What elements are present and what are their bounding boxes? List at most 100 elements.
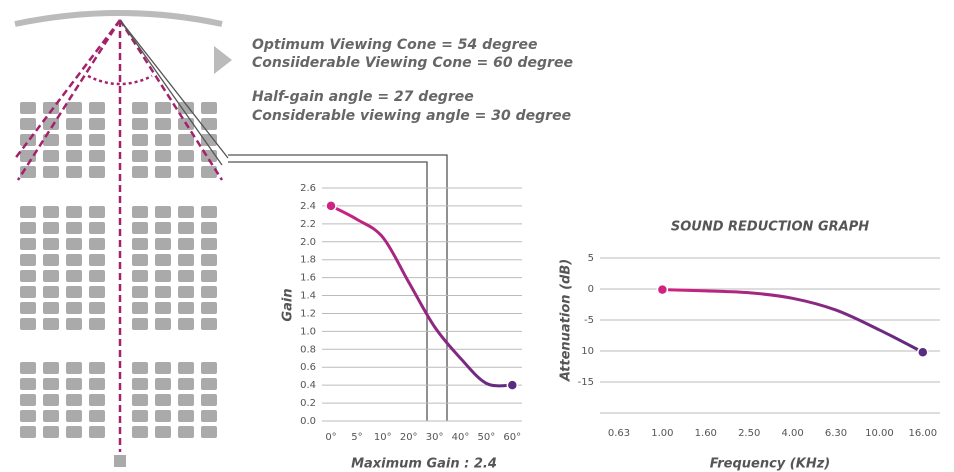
- seat: [155, 362, 171, 374]
- seat: [132, 410, 148, 422]
- series-line: [662, 288, 924, 354]
- seat: [201, 318, 217, 330]
- seat: [155, 394, 171, 406]
- seat: [20, 206, 36, 218]
- x-tick-label: 20°: [400, 432, 418, 443]
- point-marker: [656, 283, 669, 296]
- x-axis-label: Frequency (KHz): [710, 457, 830, 472]
- seat: [155, 118, 171, 130]
- seat: [155, 150, 171, 162]
- seat: [178, 270, 194, 282]
- x-tick-label: 6.30: [825, 428, 847, 439]
- y-axis-label: Attenuation (dB): [559, 259, 574, 382]
- seat: [178, 206, 194, 218]
- x-tick-label: 5°: [351, 432, 362, 443]
- seat: [201, 302, 217, 314]
- seat: [201, 270, 217, 282]
- seat: [132, 150, 148, 162]
- x-tick-label: 40°: [452, 432, 470, 443]
- seat: [66, 318, 82, 330]
- y-tick-label: 0: [588, 284, 594, 295]
- seat: [43, 302, 59, 314]
- chart-title: SOUND REDUCTION GRAPH: [671, 220, 869, 235]
- seat: [178, 150, 194, 162]
- seat: [66, 302, 82, 314]
- x-tick-label: 4.00: [781, 428, 803, 439]
- seat: [178, 134, 194, 146]
- seat: [201, 206, 217, 218]
- projector: [114, 455, 126, 467]
- seat: [43, 150, 59, 162]
- seat: [89, 286, 105, 298]
- seat: [132, 238, 148, 250]
- x-tick-label: 10.00: [865, 428, 894, 439]
- x-tick-label: 1.60: [695, 428, 717, 439]
- seat: [132, 102, 148, 114]
- seat: [89, 134, 105, 146]
- seat: [20, 102, 36, 114]
- seat: [20, 270, 36, 282]
- seat: [178, 286, 194, 298]
- y-tick-label: 1.2: [300, 308, 316, 319]
- seat: [66, 102, 82, 114]
- y-tick-label: 2.0: [300, 237, 316, 248]
- seat: [155, 302, 171, 314]
- seat: [89, 238, 105, 250]
- seat: [20, 318, 36, 330]
- seat: [178, 254, 194, 266]
- seat: [201, 286, 217, 298]
- seat: [89, 270, 105, 282]
- seat: [89, 166, 105, 178]
- seat: [178, 410, 194, 422]
- seat: [43, 410, 59, 422]
- seat: [155, 378, 171, 390]
- seat: [43, 378, 59, 390]
- seat: [20, 378, 36, 390]
- x-tick-label: 60°: [503, 432, 521, 443]
- seat: [132, 302, 148, 314]
- y-tick-label: 5: [588, 253, 594, 264]
- pointer: [214, 46, 232, 74]
- seat: [89, 394, 105, 406]
- seat: [155, 426, 171, 438]
- y-tick-label: 0.8: [300, 344, 316, 355]
- seat: [201, 134, 217, 146]
- seat: [89, 222, 105, 234]
- seat: [43, 286, 59, 298]
- seat: [155, 270, 171, 282]
- seat: [66, 286, 82, 298]
- seat: [155, 102, 171, 114]
- seat: [132, 426, 148, 438]
- series-line: [330, 204, 513, 388]
- seat: [20, 238, 36, 250]
- seat: [89, 318, 105, 330]
- seat: [20, 254, 36, 266]
- seat: [66, 270, 82, 282]
- seat: [89, 254, 105, 266]
- seat: [43, 394, 59, 406]
- seat: [43, 426, 59, 438]
- y-tick-label: 0.4: [300, 380, 316, 391]
- y-tick-label: 0.0: [300, 416, 316, 427]
- seat: [66, 222, 82, 234]
- seat: [89, 118, 105, 130]
- seat: [155, 166, 171, 178]
- seat: [66, 238, 82, 250]
- seat: [178, 394, 194, 406]
- seat: [66, 378, 82, 390]
- seat: [155, 254, 171, 266]
- seat: [20, 150, 36, 162]
- y-tick-label: 1.0: [300, 326, 316, 337]
- y-tick-label: -5: [584, 315, 594, 326]
- seat: [132, 118, 148, 130]
- y-axis-label: Gain: [281, 288, 296, 321]
- seat: [66, 118, 82, 130]
- seating: [20, 102, 217, 438]
- seat: [132, 134, 148, 146]
- seat: [20, 222, 36, 234]
- seat: [66, 150, 82, 162]
- seat: [178, 318, 194, 330]
- seat: [43, 270, 59, 282]
- seat: [132, 254, 148, 266]
- y-tick-label: 2.2: [300, 219, 316, 230]
